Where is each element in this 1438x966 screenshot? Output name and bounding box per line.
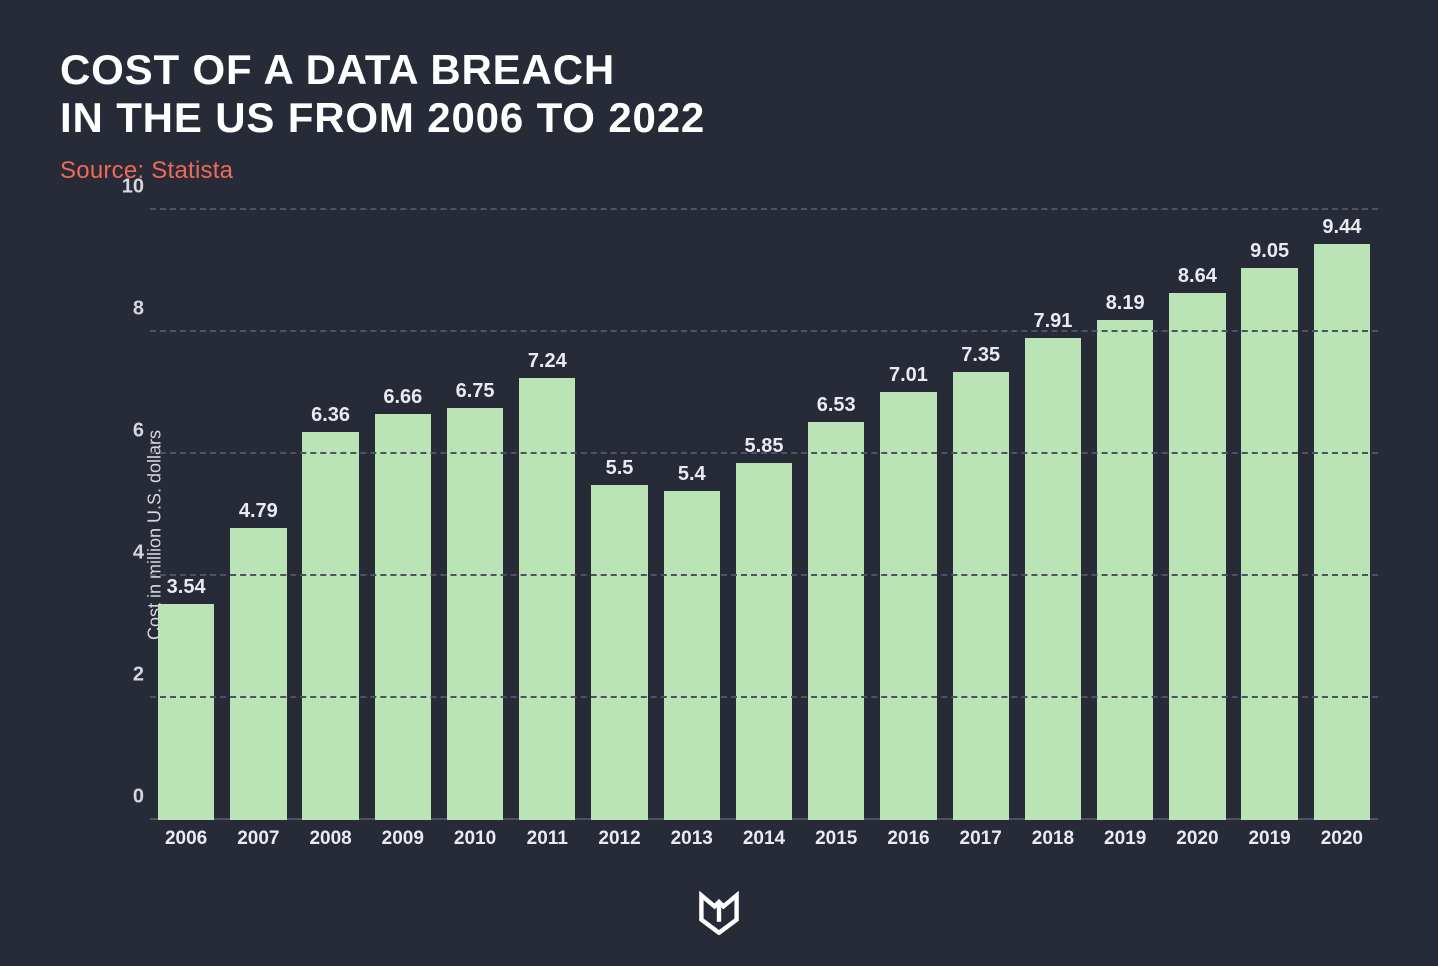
x-tick-label: 2017 — [945, 820, 1017, 860]
x-tick-label: 2018 — [1017, 820, 1089, 860]
bar-value-label: 9.44 — [1322, 216, 1361, 239]
brand-logo-icon — [697, 891, 741, 940]
x-tick-label: 2010 — [439, 820, 511, 860]
x-tick-label: 2019 — [1234, 820, 1306, 860]
bar-value-label: 3.54 — [167, 576, 206, 599]
y-tick-label: 2 — [104, 664, 144, 687]
x-tick-label: 2015 — [800, 820, 872, 860]
bar-value-label: 8.19 — [1106, 292, 1145, 315]
bar-value-label: 6.53 — [817, 394, 856, 417]
chart-source: Source: Statista — [60, 157, 1378, 185]
bar-slot: 6.66 — [367, 210, 439, 820]
bar: 7.24 — [519, 378, 575, 820]
x-tick-label: 2020 — [1161, 820, 1233, 860]
bar: 4.79 — [230, 528, 286, 820]
grid-line — [150, 208, 1378, 210]
bar: 5.85 — [736, 463, 792, 820]
bar-slot: 8.19 — [1089, 210, 1161, 820]
x-tick-label: 2014 — [728, 820, 800, 860]
bar-value-label: 6.75 — [456, 380, 495, 403]
bar-value-label: 6.36 — [311, 404, 350, 427]
bar-value-label: 9.05 — [1250, 240, 1289, 263]
bar: 6.53 — [808, 422, 864, 820]
x-tick-label: 2012 — [583, 820, 655, 860]
x-tick-label: 2013 — [656, 820, 728, 860]
bar-slot: 9.05 — [1234, 210, 1306, 820]
bar-slot: 7.35 — [945, 210, 1017, 820]
bar: 8.19 — [1097, 320, 1153, 820]
bar: 6.36 — [302, 432, 358, 820]
bar-chart: Cost in million U.S. dollars 3.544.796.3… — [60, 210, 1378, 860]
x-tick-label: 2011 — [511, 820, 583, 860]
bar: 9.05 — [1241, 268, 1297, 820]
grid-line — [150, 574, 1378, 576]
bar-value-label: 4.79 — [239, 500, 278, 523]
x-tick-label: 2006 — [150, 820, 222, 860]
bar-value-label: 7.24 — [528, 350, 567, 373]
bar-slot: 5.85 — [728, 210, 800, 820]
bar-slot: 6.36 — [294, 210, 366, 820]
bar-slot: 8.64 — [1161, 210, 1233, 820]
bar-value-label: 5.85 — [745, 435, 784, 458]
bar-slot: 6.53 — [800, 210, 872, 820]
bar: 5.5 — [591, 485, 647, 821]
x-tick-label: 2009 — [367, 820, 439, 860]
bar: 7.35 — [953, 372, 1009, 820]
bar-slot: 5.5 — [583, 210, 655, 820]
y-tick-label: 8 — [104, 298, 144, 321]
grid-line — [150, 696, 1378, 698]
grid-line — [150, 452, 1378, 454]
x-tick-label: 2019 — [1089, 820, 1161, 860]
bar-slot: 7.24 — [511, 210, 583, 820]
y-tick-label: 0 — [104, 786, 144, 809]
bar-slot: 9.44 — [1306, 210, 1378, 820]
chart-title: COST OF A DATA BREACH IN THE US FROM 200… — [60, 46, 1378, 143]
chart-title-line1: COST OF A DATA BREACH — [60, 46, 615, 93]
bar-slot: 5.4 — [656, 210, 728, 820]
bar: 3.54 — [158, 604, 214, 820]
bar-slot: 7.01 — [872, 210, 944, 820]
bar-value-label: 5.4 — [678, 463, 706, 486]
bar-slot: 3.54 — [150, 210, 222, 820]
bar-series: 3.54 4.79 6.36 6.66 6.75 7.24 5.5 5.4 5.85 6.53 7.… — [150, 210, 1378, 820]
x-axis: 2006200720082009201020112012201320142015… — [150, 820, 1378, 860]
bar: 7.91 — [1025, 338, 1081, 821]
bar-slot: 4.79 — [222, 210, 294, 820]
x-tick-label: 2016 — [872, 820, 944, 860]
bar-value-label: 5.5 — [606, 457, 634, 480]
y-tick-label: 4 — [104, 542, 144, 565]
bar-value-label: 8.64 — [1178, 265, 1217, 288]
y-tick-label: 10 — [104, 176, 144, 199]
bar: 6.75 — [447, 408, 503, 820]
bar-value-label: 7.35 — [961, 344, 1000, 367]
bar: 5.4 — [664, 491, 720, 820]
x-tick-label: 2007 — [222, 820, 294, 860]
x-tick-label: 2008 — [294, 820, 366, 860]
y-tick-label: 6 — [104, 420, 144, 443]
bar-slot: 7.91 — [1017, 210, 1089, 820]
bar: 6.66 — [375, 414, 431, 820]
bar: 8.64 — [1169, 293, 1225, 820]
x-tick-label: 2020 — [1306, 820, 1378, 860]
bar-value-label: 6.66 — [383, 386, 422, 409]
grid-line — [150, 330, 1378, 332]
bar-slot: 6.75 — [439, 210, 511, 820]
bar: 7.01 — [880, 392, 936, 820]
chart-title-line2: IN THE US FROM 2006 TO 2022 — [60, 94, 705, 141]
bar-value-label: 7.01 — [889, 364, 928, 387]
